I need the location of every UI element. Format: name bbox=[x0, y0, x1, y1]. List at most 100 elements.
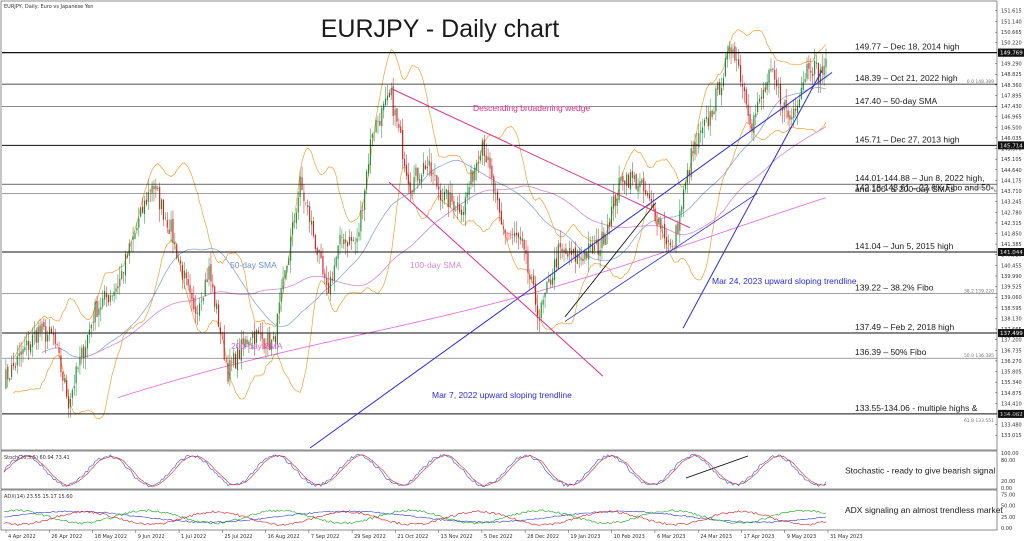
candle-body bbox=[791, 116, 793, 120]
candle-body bbox=[667, 240, 670, 242]
stochastic-note: Stochastic - ready to give bearish signa… bbox=[845, 466, 995, 476]
candle-body bbox=[305, 202, 307, 204]
candle-body bbox=[52, 333, 54, 335]
candle-body bbox=[310, 220, 313, 225]
y-tick-label: 136.735 bbox=[1001, 348, 1022, 354]
candle-body bbox=[381, 108, 383, 126]
x-tick-label: 26 Apr 2022 bbox=[51, 534, 82, 540]
candle-body bbox=[252, 332, 254, 339]
candle-body bbox=[523, 239, 525, 250]
candle-body bbox=[690, 148, 692, 178]
y-tick-label: 145.570 bbox=[1001, 147, 1022, 153]
candle-body bbox=[493, 176, 495, 194]
candle-body bbox=[432, 172, 434, 174]
candle-body bbox=[197, 313, 199, 315]
candle-body bbox=[610, 206, 613, 226]
candle-body bbox=[86, 334, 89, 349]
candle-body bbox=[48, 326, 51, 335]
candle-body bbox=[367, 164, 370, 174]
candle-body bbox=[694, 142, 696, 155]
candle-body bbox=[738, 59, 740, 66]
trendline-extension bbox=[564, 193, 758, 322]
adx-tick-label: 75.00 bbox=[1001, 492, 1015, 498]
candle-body bbox=[96, 301, 98, 318]
y-tick-label: 139.990 bbox=[1001, 274, 1022, 280]
candle-body bbox=[671, 246, 673, 247]
candle-body bbox=[485, 155, 487, 162]
candle-body bbox=[571, 250, 573, 255]
candle-body bbox=[322, 255, 324, 275]
candle-body bbox=[728, 45, 730, 52]
stochastic-tick-label: 80.00 bbox=[1001, 458, 1015, 464]
candle-body bbox=[373, 131, 375, 133]
candle-body bbox=[538, 319, 540, 321]
candle-body bbox=[343, 239, 345, 245]
candle-body bbox=[164, 217, 166, 219]
candle-body bbox=[825, 58, 827, 68]
candle-body bbox=[574, 247, 576, 262]
candle-body bbox=[216, 303, 218, 310]
candle-body bbox=[464, 197, 466, 215]
candle-body bbox=[582, 258, 584, 262]
candle-body bbox=[762, 89, 764, 99]
candle-body bbox=[576, 253, 578, 264]
candle-body bbox=[417, 167, 419, 181]
candle-body bbox=[235, 353, 237, 369]
candle-body bbox=[168, 229, 170, 234]
candle-body bbox=[665, 237, 668, 244]
x-tick-label: 17 Apr 2023 bbox=[743, 534, 774, 540]
stochastic-tick-label: 20.00 bbox=[1001, 479, 1015, 485]
candle-body bbox=[500, 210, 502, 225]
level-label: 141.04 – Jun 5, 2015 high bbox=[855, 241, 954, 251]
candle-body bbox=[819, 69, 821, 84]
candle-body bbox=[261, 332, 263, 339]
y-tick-label: 141.850 bbox=[1001, 231, 1022, 237]
candle-body bbox=[550, 279, 552, 285]
candle-body bbox=[345, 239, 347, 243]
candle-body bbox=[204, 279, 206, 297]
candle-body bbox=[123, 272, 125, 274]
candle-body bbox=[208, 266, 210, 280]
sma50-line bbox=[41, 86, 827, 358]
y-tick-label: 138.595 bbox=[1001, 306, 1022, 312]
x-tick-label: 10 Feb 2023 bbox=[614, 534, 645, 540]
candle-body bbox=[39, 325, 41, 333]
candle-body bbox=[789, 115, 791, 120]
candle-body bbox=[250, 338, 252, 340]
candle-body bbox=[71, 389, 73, 398]
candle-body bbox=[128, 243, 130, 256]
x-tick-label: 7 Sep 2022 bbox=[311, 534, 340, 540]
candle-body bbox=[481, 140, 483, 156]
candle-body bbox=[713, 111, 715, 115]
candle-body bbox=[677, 223, 679, 234]
candle-body bbox=[37, 326, 39, 343]
candle-body bbox=[555, 258, 558, 268]
annotation-labels: Descending broadening wedge 50-day SMA 100… bbox=[230, 103, 857, 400]
y-tick-label: 147.430 bbox=[1001, 104, 1022, 110]
candle-body bbox=[272, 336, 275, 340]
candle-body bbox=[800, 87, 802, 99]
x-tick-label: 16 Aug 2022 bbox=[268, 534, 300, 540]
trendline-mar7-2022 bbox=[309, 72, 833, 449]
candle-body bbox=[366, 171, 368, 190]
candle-body bbox=[309, 206, 311, 223]
level-label-line2: and 100- & 200-day SMAs bbox=[855, 184, 955, 194]
candle-body bbox=[662, 226, 664, 228]
candle-body bbox=[41, 323, 43, 333]
candle-body bbox=[178, 259, 180, 262]
candle-body bbox=[721, 88, 723, 96]
candle-body bbox=[143, 200, 146, 214]
candle-body bbox=[586, 252, 588, 259]
di-plus-line bbox=[3, 508, 827, 525]
candle-body bbox=[100, 306, 102, 310]
candle-body bbox=[350, 236, 352, 241]
candle-body bbox=[533, 275, 535, 285]
candle-body bbox=[422, 162, 425, 174]
candle-body bbox=[50, 328, 53, 333]
candle-body bbox=[293, 220, 296, 222]
candle-body bbox=[297, 197, 299, 213]
wedge-upper-line bbox=[390, 88, 691, 229]
candle-body bbox=[278, 302, 280, 314]
